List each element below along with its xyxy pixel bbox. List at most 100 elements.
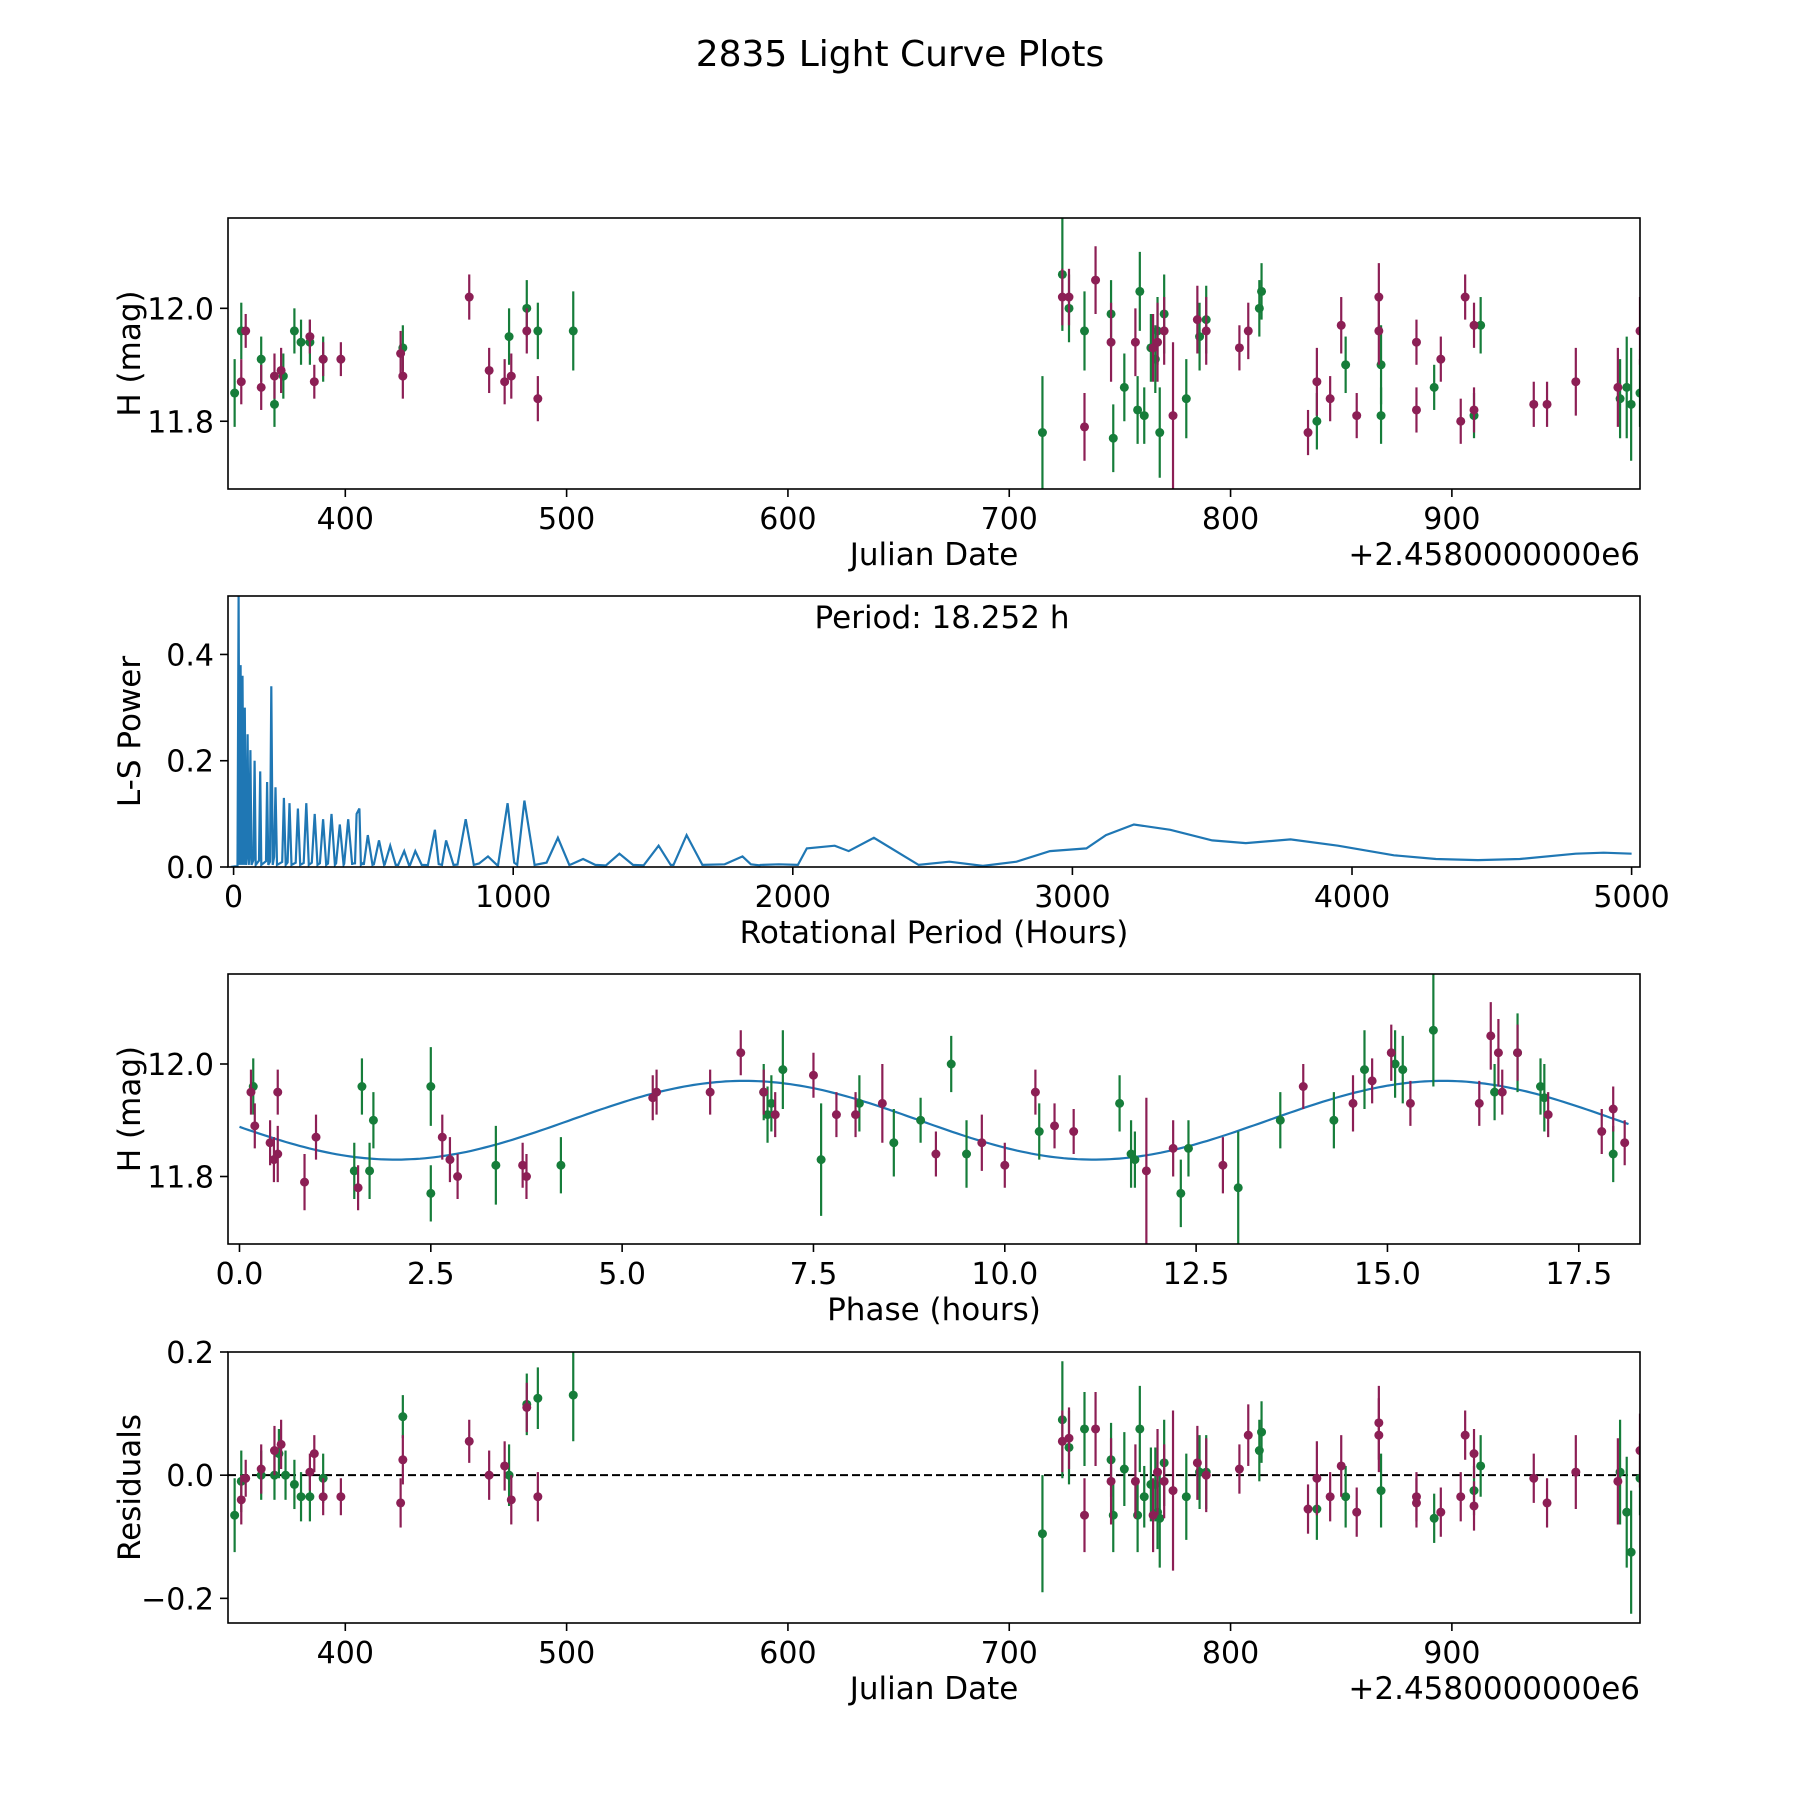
panel-residuals: 400 500 600 700 800 900 −0.2 0.0 0.2 Julian Date R…	[112, 1336, 1641, 1707]
data-point-magenta	[1474, 1098, 1484, 1108]
data-point-green	[1037, 1529, 1047, 1539]
panel-periodogram: Period: 18.252 h 0 1000 2000 3000 4000 5000 0.0…	[112, 595, 1670, 951]
data-point-magenta	[309, 377, 319, 387]
data-point-magenta	[1159, 326, 1169, 336]
data-point-green	[1390, 1059, 1400, 1069]
data-point-green	[1119, 1464, 1129, 1474]
x-tick-label: 700	[981, 502, 1038, 537]
data-point-green	[1341, 360, 1351, 370]
x-tick-label: 2.5	[407, 1257, 455, 1292]
data-point-magenta	[1613, 382, 1623, 392]
phased-frame	[227, 973, 1641, 1245]
data-point-green	[365, 1166, 375, 1176]
data-point-magenta	[1635, 326, 1640, 336]
x-tick-label: 0.0	[216, 1257, 264, 1292]
data-point-magenta	[1493, 1048, 1503, 1058]
data-point-magenta	[250, 1121, 260, 1131]
data-point-magenta	[1234, 1464, 1244, 1474]
data-point-magenta	[506, 1495, 516, 1505]
data-point-magenta	[522, 326, 532, 336]
data-point-magenta	[1201, 326, 1211, 336]
lightcurve-xlabel: Julian Date	[848, 537, 1019, 573]
data-point-magenta	[1411, 405, 1421, 415]
data-point-magenta	[1000, 1160, 1010, 1170]
x-tick-label: 3000	[1034, 880, 1110, 915]
data-point-magenta	[453, 1172, 463, 1181]
data-point-green	[1034, 1127, 1044, 1136]
data-point-magenta	[353, 1183, 363, 1193]
data-point-magenta	[1486, 1031, 1496, 1041]
data-point-magenta	[652, 1087, 662, 1097]
data-point-magenta	[236, 1495, 246, 1505]
data-point-magenta	[1608, 1104, 1618, 1114]
data-point-green	[1037, 428, 1047, 438]
data-point-magenta	[736, 1048, 746, 1058]
data-point-magenta	[533, 1492, 543, 1502]
data-point-magenta	[273, 1149, 283, 1159]
data-point-magenta	[1436, 1507, 1446, 1517]
data-point-magenta	[977, 1138, 987, 1148]
data-point-green	[296, 337, 306, 347]
data-point-magenta	[305, 332, 315, 342]
data-point-magenta	[1613, 1476, 1623, 1486]
data-point-green	[1176, 1188, 1186, 1198]
data-point-magenta	[1460, 292, 1470, 302]
panels: 400 500 600 700 800 900 11.8 12.0 Julian Date H (…	[112, 217, 1670, 1707]
data-point-magenta	[1635, 1446, 1640, 1456]
periodogram-line	[230, 596, 1632, 867]
y-tick-label: 11.8	[147, 1161, 214, 1196]
data-point-magenta	[1348, 1098, 1358, 1108]
fit-curve	[239, 1079, 1629, 1161]
data-point-magenta	[1148, 1510, 1158, 1520]
data-point-green	[504, 332, 514, 342]
x-tick-label: 15.0	[1354, 1257, 1421, 1292]
data-point-magenta	[398, 371, 408, 381]
data-point-green	[556, 1160, 566, 1170]
data-point-magenta	[445, 1155, 455, 1165]
data-point-magenta	[1130, 1476, 1140, 1486]
data-point-magenta	[506, 371, 516, 381]
x-tick-label: 800	[1202, 1636, 1259, 1671]
data-point-magenta	[398, 1455, 408, 1465]
data-point-green	[426, 1082, 436, 1091]
data-point-green	[1429, 382, 1439, 392]
x-tick-label: 17.5	[1545, 1257, 1612, 1292]
data-point-green	[778, 1065, 788, 1075]
data-point-magenta	[318, 1492, 328, 1502]
data-point-green	[1429, 1513, 1439, 1523]
data-point-green	[889, 1138, 899, 1148]
lightcurve-frame	[227, 217, 1641, 490]
phased-xlabel: Phase (hours)	[827, 1292, 1041, 1328]
data-point-magenta	[1192, 1458, 1202, 1468]
y-tick-label: 0.0	[166, 851, 214, 886]
data-point-magenta	[1303, 1504, 1313, 1514]
data-point-magenta	[533, 394, 543, 404]
x-tick-label: 5.0	[598, 1257, 646, 1292]
data-point-magenta	[396, 1498, 406, 1508]
data-point-green	[1079, 326, 1089, 336]
data-point-magenta	[1542, 399, 1552, 409]
data-point-magenta	[276, 1439, 286, 1449]
data-point-green	[289, 1479, 299, 1489]
periodogram-xlabel: Rotational Period (Hours)	[740, 915, 1129, 951]
data-point-magenta	[318, 354, 328, 364]
data-point-green	[1490, 1087, 1500, 1097]
data-point-green	[1329, 1115, 1339, 1125]
data-point-magenta	[1159, 1476, 1169, 1486]
data-point-green	[1079, 1424, 1089, 1434]
data-point-green	[1428, 1025, 1438, 1035]
data-point-magenta	[1352, 1507, 1362, 1517]
x-tick-label: 12.5	[1163, 1257, 1230, 1292]
y-tick-label: 0.2	[166, 745, 214, 780]
figure-title: 2835 Light Curve Plots	[696, 34, 1105, 75]
data-point-magenta	[831, 1110, 841, 1120]
data-point-magenta	[1091, 275, 1101, 285]
y-tick-label: −0.2	[141, 1582, 214, 1617]
data-point-magenta	[273, 1087, 283, 1097]
data-point-magenta	[1336, 320, 1346, 330]
data-point-magenta	[1106, 1476, 1116, 1486]
data-point-magenta	[256, 1464, 266, 1474]
data-point-green	[763, 1110, 773, 1120]
data-point-magenta	[1106, 337, 1116, 347]
data-point-magenta	[1064, 292, 1074, 302]
